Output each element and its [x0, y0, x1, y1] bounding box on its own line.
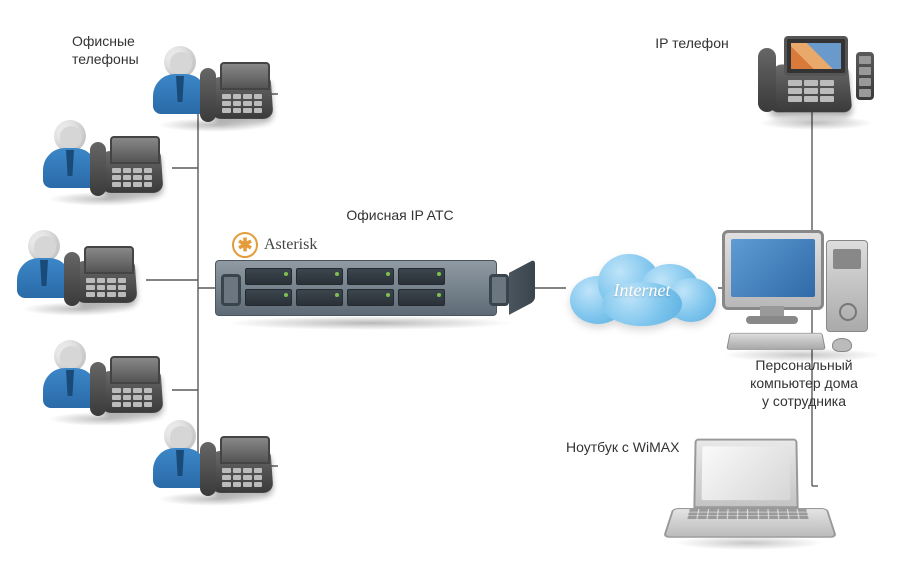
asterisk-icon: ✱ [232, 232, 258, 258]
asterisk-text: Asterisk [264, 236, 317, 254]
diagram-stage: { "labels": { "office_phones": "Офисные\… [0, 0, 900, 566]
label-ip-phone: IP телефон [642, 34, 742, 52]
node-office-phone-3 [14, 230, 154, 320]
node-office-phone-5 [150, 420, 290, 510]
node-home-pc [722, 230, 892, 360]
node-laptop [668, 438, 828, 548]
label-pc: Персональный компьютер дома у сотрудника [724, 356, 884, 411]
label-pbx-title: Офисная IP ATC [320, 206, 480, 224]
node-office-phone-4 [40, 340, 180, 430]
node-internet-cloud: Internet [562, 238, 722, 338]
cloud-label: Internet [562, 280, 722, 301]
node-pbx-server [215, 260, 515, 330]
node-office-phone-2 [40, 120, 180, 210]
asterisk-brand: ✱ Asterisk [232, 232, 317, 258]
node-ip-phone [754, 30, 874, 130]
